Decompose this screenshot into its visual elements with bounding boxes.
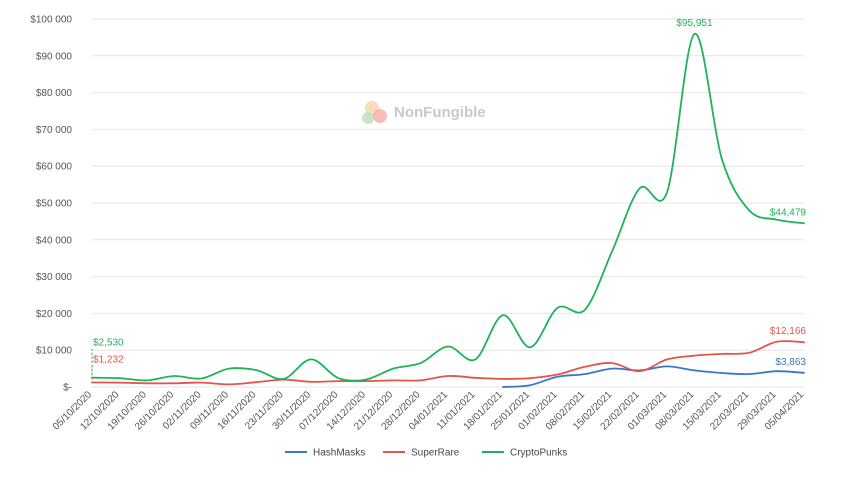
- x-axis-tick-labels: 05/10/202012/10/202019/10/202026/10/2020…: [51, 389, 806, 432]
- legend: HashMasks SuperRare CryptoPunks: [285, 448, 567, 459]
- y-tick-label: $90 000: [36, 51, 73, 62]
- watermark-text: NonFungible: [394, 104, 486, 121]
- data-label: $44,479: [770, 207, 807, 218]
- series-line-cryptopunks: [91, 32, 805, 382]
- legend-label: CryptoPunks: [510, 448, 567, 459]
- y-tick-label: $20 000: [36, 309, 73, 320]
- y-tick-label: $30 000: [36, 272, 73, 283]
- data-labels: $3,863 $1,232 $12,166 $2,530 $95,951 $44,479: [91, 18, 807, 383]
- y-axis-tick-labels: $- $10 000 $20 000 $30 000 $40 000 $50 000 $60…: [30, 15, 72, 394]
- legend-label: SuperRare: [411, 448, 460, 459]
- legend-label: HashMasks: [313, 448, 365, 459]
- y-tick-label: $70 000: [36, 125, 73, 136]
- watermark: NonFungible: [362, 101, 486, 124]
- y-tick-label: $100 000: [30, 15, 72, 26]
- y-tick-label: $80 000: [36, 88, 73, 99]
- y-tick-label: $-: [63, 383, 72, 394]
- y-tick-label: $10 000: [36, 346, 73, 357]
- y-tick-label: $40 000: [36, 235, 73, 246]
- series-line-superrare: [91, 340, 805, 386]
- y-tick-label: $60 000: [36, 162, 73, 173]
- nonfungible-logo-icon: [362, 101, 387, 124]
- legend-item-superrare: SuperRare: [383, 448, 460, 459]
- data-label: $95,951: [676, 18, 713, 29]
- legend-item-hashmasks: HashMasks: [285, 448, 365, 459]
- grid-lines: [92, 18, 804, 388]
- legend-item-cryptopunks: CryptoPunks: [482, 448, 567, 459]
- series-lines: [91, 32, 805, 388]
- data-label: $12,166: [770, 326, 807, 337]
- y-tick-label: $50 000: [36, 199, 73, 210]
- data-label: $3,863: [775, 357, 806, 368]
- series-line-hashmasks: [501, 365, 805, 388]
- data-label: $2,530: [93, 338, 124, 349]
- data-label: $1,232: [93, 354, 124, 365]
